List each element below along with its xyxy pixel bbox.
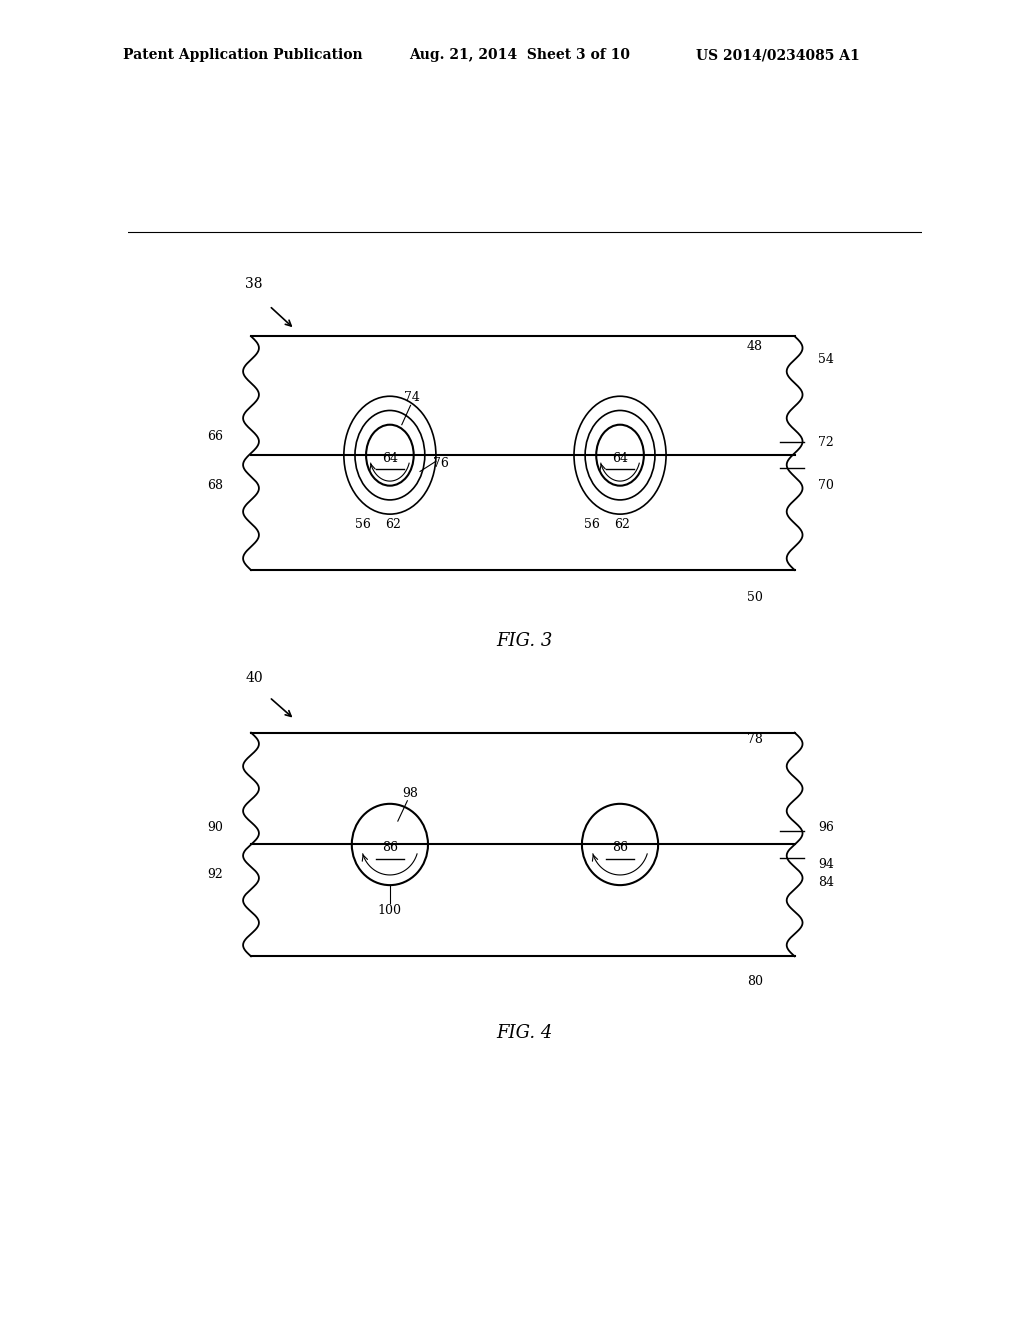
Text: 68: 68: [207, 479, 223, 492]
Text: 92: 92: [208, 869, 223, 882]
Circle shape: [596, 425, 644, 486]
Text: 96: 96: [818, 821, 835, 834]
Text: 80: 80: [746, 975, 763, 989]
Text: 62: 62: [385, 517, 401, 531]
Text: US 2014/0234085 A1: US 2014/0234085 A1: [696, 49, 860, 62]
Text: 38: 38: [246, 277, 263, 292]
Text: 72: 72: [818, 437, 835, 450]
Text: FIG. 3: FIG. 3: [497, 632, 553, 651]
Text: 86: 86: [382, 841, 398, 854]
Circle shape: [367, 425, 414, 486]
Text: 98: 98: [401, 787, 418, 800]
Text: 54: 54: [818, 354, 835, 366]
Text: 64: 64: [382, 451, 398, 465]
Text: Aug. 21, 2014  Sheet 3 of 10: Aug. 21, 2014 Sheet 3 of 10: [410, 49, 631, 62]
Text: 76: 76: [433, 457, 449, 470]
Text: 56: 56: [355, 517, 371, 531]
Ellipse shape: [352, 804, 428, 886]
Text: 40: 40: [246, 671, 263, 685]
Text: 86: 86: [612, 841, 628, 854]
Text: 64: 64: [612, 451, 628, 465]
Text: 100: 100: [378, 904, 401, 917]
Text: 94: 94: [818, 858, 835, 871]
Ellipse shape: [582, 804, 658, 886]
Text: 70: 70: [818, 479, 835, 492]
Text: 66: 66: [207, 430, 223, 444]
Text: 90: 90: [207, 821, 223, 834]
Text: 48: 48: [746, 341, 763, 352]
Text: FIG. 4: FIG. 4: [497, 1023, 553, 1041]
Text: 74: 74: [404, 391, 420, 404]
Text: 84: 84: [818, 875, 835, 888]
Text: Patent Application Publication: Patent Application Publication: [123, 49, 362, 62]
Text: 78: 78: [746, 734, 763, 746]
Text: 62: 62: [613, 517, 630, 531]
Text: 50: 50: [746, 591, 763, 605]
Text: 56: 56: [584, 517, 599, 531]
